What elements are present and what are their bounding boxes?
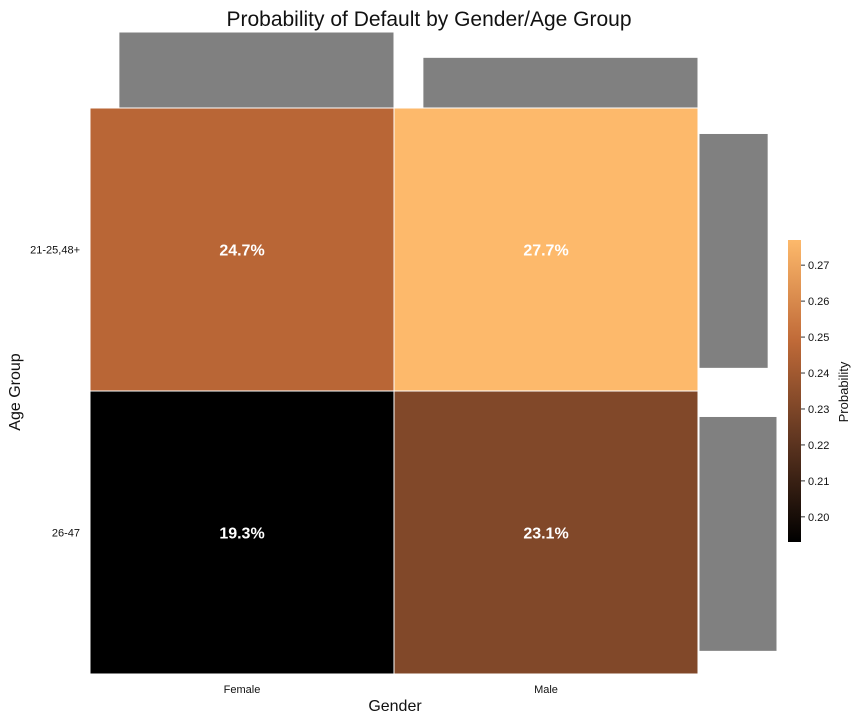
cell-label-male-26-47: 23.1% (523, 526, 568, 543)
marginal-y-bars (698, 132, 778, 652)
marginal-x-bar-male (422, 56, 699, 109)
heatmap-cell-female-26-47 (89, 390, 395, 675)
x-axis-title: Gender (368, 698, 422, 715)
colorbar-tick-label: 0.25 (808, 332, 829, 344)
heatmap-cell-male-26-47 (393, 390, 699, 675)
colorbar-tick-label: 0.26 (808, 296, 829, 308)
colorbar-tick-label: 0.24 (808, 368, 829, 380)
y-tick-21-25-48: 21-25,48+ (30, 245, 80, 257)
colorbar-tick-label: 0.23 (808, 404, 829, 416)
marginal-y-bar-26-47 (698, 415, 778, 652)
marginal-x-bars (118, 31, 699, 109)
x-tick-female: Female (224, 684, 261, 696)
marginal-x-bar-female (118, 31, 395, 109)
cell-label-female-21-25-48: 24.7% (219, 243, 264, 260)
heatmap-cell-labels: 24.7% 27.7% 19.3% 23.1% (219, 243, 568, 543)
colorbar: 0.20 0.21 0.22 0.23 0.24 0.25 0.26 0.27 (788, 240, 829, 542)
y-axis-ticks: 21-25,48+ 26-47 (30, 245, 80, 540)
heatmap-cell-male-21-25-48 (393, 107, 699, 392)
cell-label-female-26-47: 19.3% (219, 526, 264, 543)
colorbar-tick-label: 0.20 (808, 512, 829, 524)
y-tick-26-47: 26-47 (52, 528, 80, 540)
colorbar-title: Probability (836, 361, 851, 422)
heatmap-cell-female-21-25-48 (89, 107, 395, 392)
chart-title: Probability of Default by Gender/Age Gro… (226, 8, 631, 31)
cell-label-male-21-25-48: 27.7% (523, 243, 568, 260)
colorbar-tick-label: 0.21 (808, 476, 829, 488)
colorbar-tick-label: 0.27 (808, 260, 829, 272)
heatmap-cells (89, 107, 699, 675)
colorbar-tick-label: 0.22 (808, 440, 829, 452)
x-axis-ticks: Female Male (224, 684, 558, 696)
y-axis-title: Age Group (7, 353, 24, 430)
colorbar-gradient (788, 240, 801, 542)
x-tick-male: Male (534, 684, 558, 696)
marginal-y-bar-21-25-48 (698, 132, 769, 369)
